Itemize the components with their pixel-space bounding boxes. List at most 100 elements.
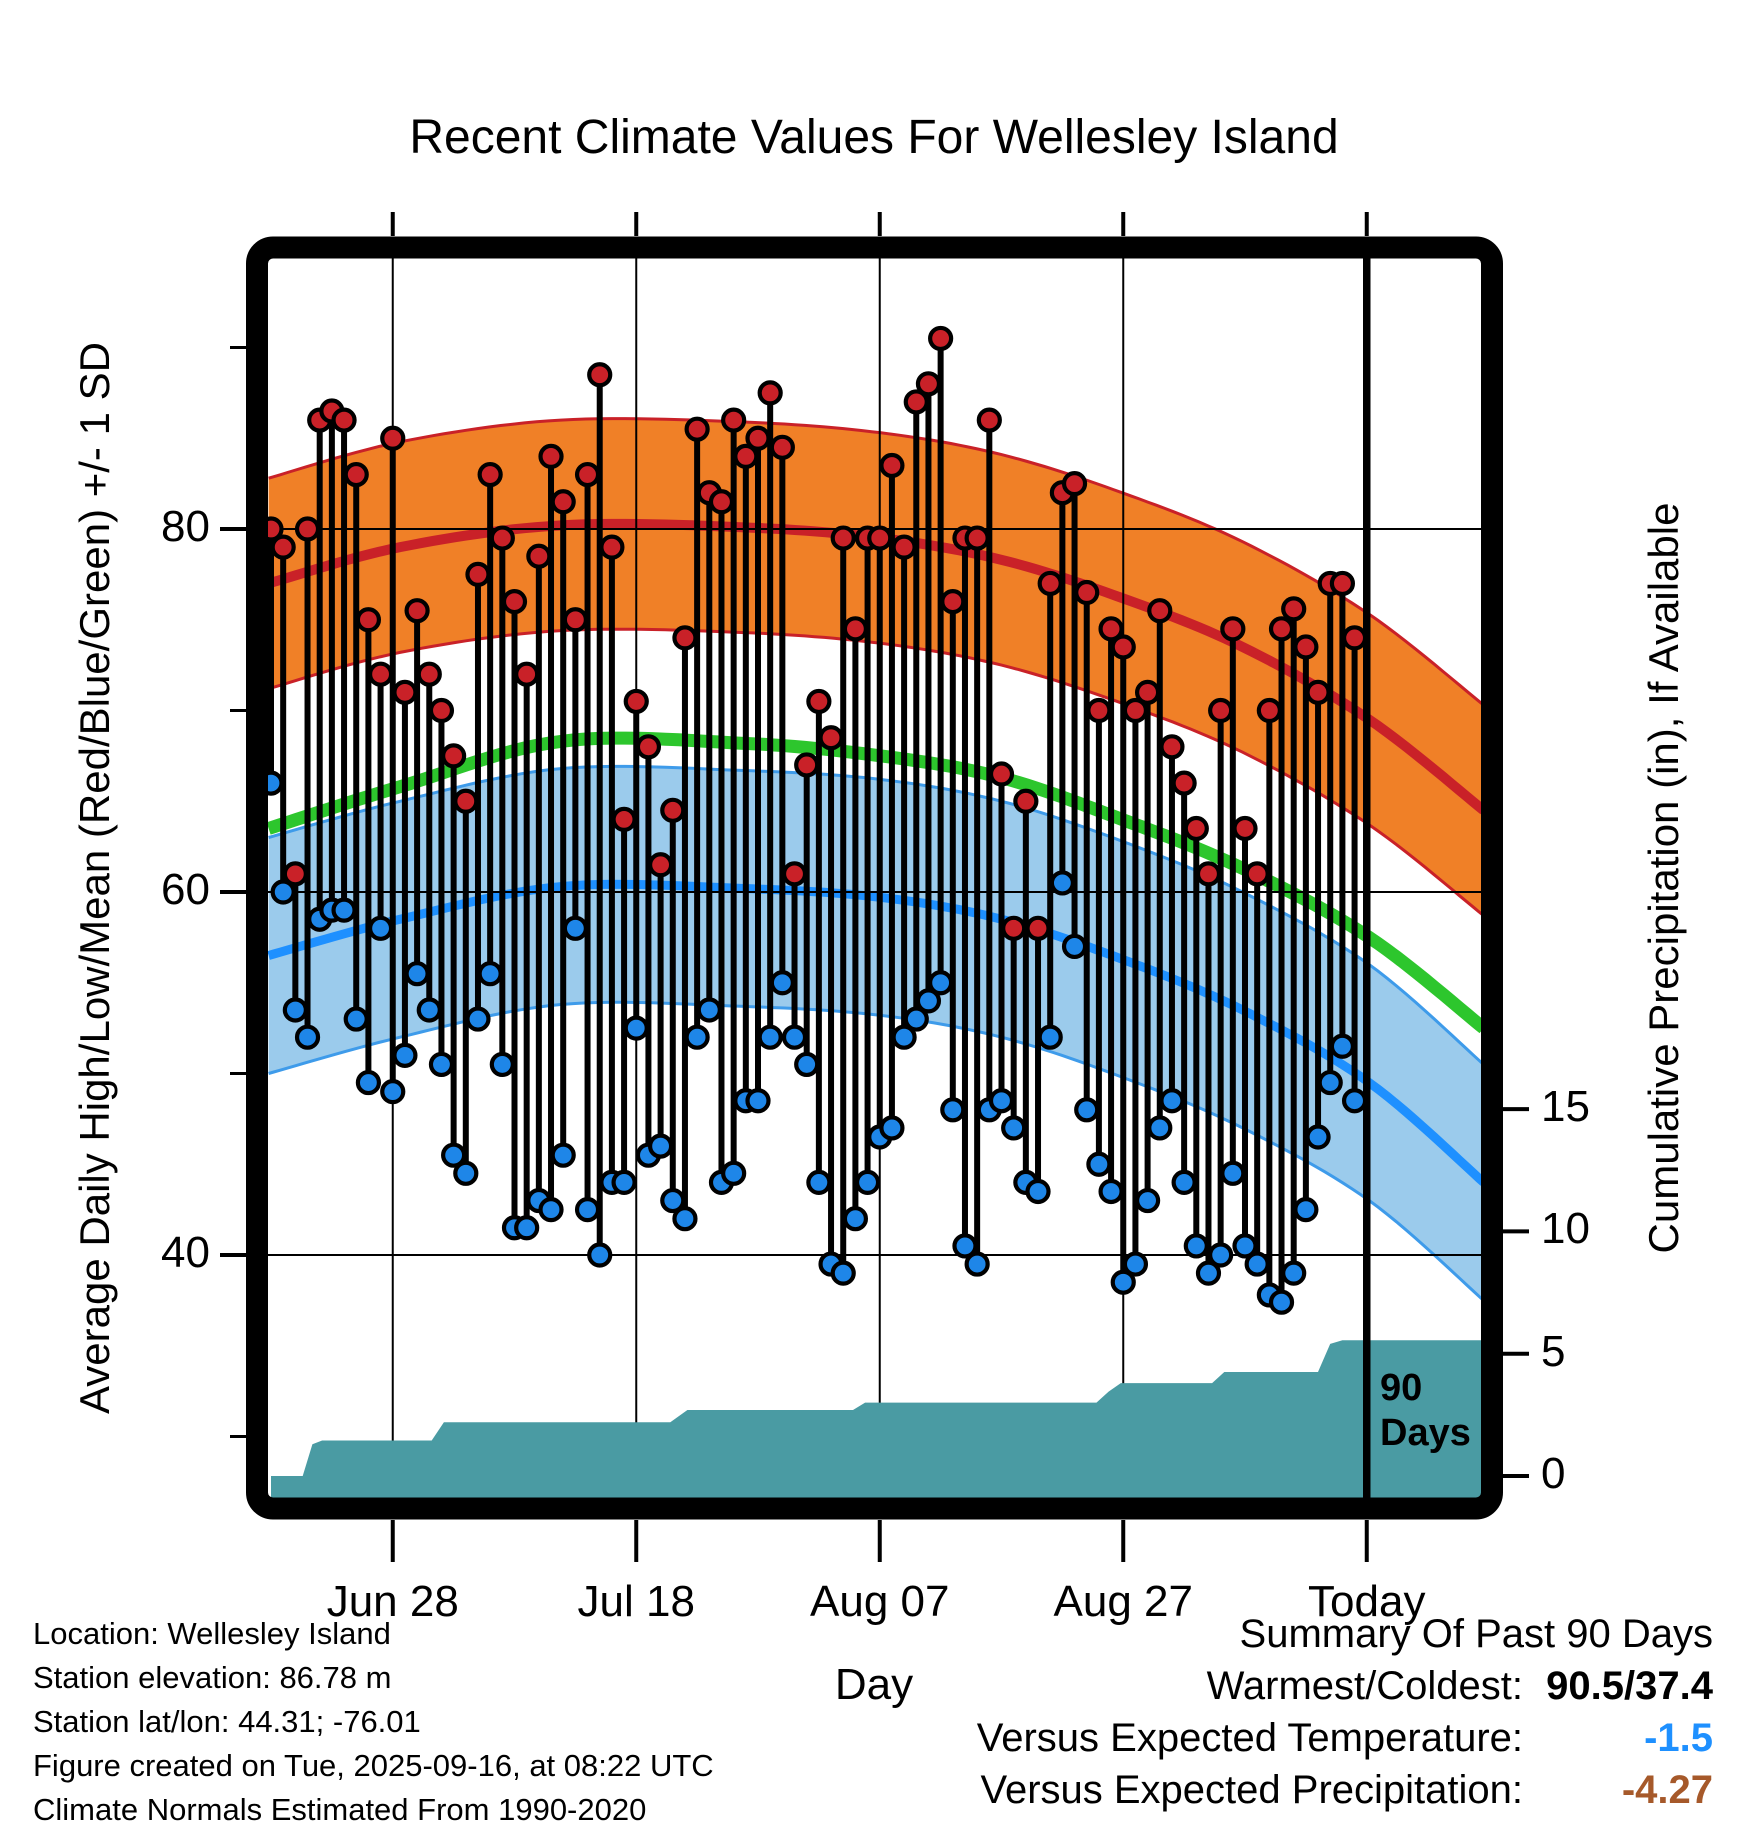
low-dot (1171, 1169, 1197, 1196)
x-tick-label: Aug 07 (810, 1577, 950, 1626)
low-dot (294, 1024, 321, 1050)
low-dot (404, 961, 430, 987)
high-dot (757, 380, 783, 406)
y-right-tick-label: 5 (1541, 1326, 1566, 1376)
low-dot (611, 1169, 637, 1196)
high-dot (587, 362, 613, 388)
low-dot (1329, 1033, 1356, 1059)
low-dot (1183, 1233, 1209, 1259)
low-dot (940, 1097, 966, 1123)
summary-panel: Summary Of Past 90 Days Warmest/Coldest:… (977, 1608, 1713, 1816)
high-dot (1256, 697, 1282, 724)
high-dot (794, 752, 820, 778)
low-dot (891, 1024, 917, 1050)
station-location: Location: Wellesley Island (33, 1616, 391, 1651)
high-dot (465, 561, 491, 587)
high-normal-band (268, 418, 1481, 914)
cumulative-precip-area (271, 1340, 1481, 1498)
x-tick-label: Jun 28 (326, 1577, 459, 1626)
climate-normals-note: Climate Normals Estimated From 1990-2020 (33, 1792, 647, 1827)
low-dot (1281, 1260, 1307, 1286)
high-dot (1074, 579, 1100, 606)
low-dot (392, 1042, 418, 1068)
low-dot (684, 1024, 710, 1050)
high-dot (647, 852, 674, 878)
high-dot (1329, 570, 1356, 597)
warmest-coldest-value: 90.5/37.4 (1546, 1664, 1713, 1708)
low-dot (1098, 1178, 1124, 1205)
low-dot (331, 897, 357, 923)
low-dot (781, 1024, 808, 1050)
x-tick-label: Aug 27 (1053, 1577, 1193, 1626)
high-dot (514, 661, 540, 687)
low-dot (672, 1206, 698, 1232)
low-dot (915, 988, 942, 1014)
low-dot (367, 915, 394, 941)
x-axis-label: Day (834, 1660, 914, 1709)
low-dot (1134, 1187, 1161, 1214)
ninety-days-line1: 90 (1380, 1367, 1423, 1409)
vs-expected-temp-value: -1.5 (1644, 1716, 1713, 1760)
high-dot (562, 607, 588, 633)
low-dot (647, 1133, 674, 1159)
y-right-tick-label: 10 (1541, 1204, 1590, 1254)
high-dot (270, 534, 296, 560)
high-dot (550, 489, 576, 515)
low-dot (745, 1088, 771, 1114)
high-dot (915, 371, 942, 397)
high-dot (1098, 616, 1124, 642)
low-dot (879, 1115, 905, 1141)
low-dot (903, 1006, 929, 1032)
summary-label: Versus Expected Temperature: (976, 1716, 1523, 1760)
y-right-tick-label: 0 (1541, 1449, 1566, 1498)
low-dot (623, 1015, 649, 1041)
high-dot (501, 588, 528, 615)
low-dot (1086, 1151, 1112, 1177)
high-dot (331, 407, 357, 433)
figure-created: Figure created on Tue, 2025-09-16, at 08… (33, 1748, 714, 1783)
high-dot (1147, 598, 1173, 624)
low-dot (550, 1142, 576, 1168)
low-dot (1001, 1115, 1027, 1141)
high-dot (988, 761, 1015, 787)
high-dot (453, 788, 479, 814)
high-dot (526, 543, 552, 569)
high-dot (294, 516, 321, 542)
low-dot (1244, 1251, 1270, 1277)
low-dot (562, 915, 588, 941)
y-right-axis-label: Cumulative Precipitation (in), If Availa… (1640, 502, 1687, 1254)
high-dot (769, 434, 795, 460)
y-right-tick-label: 15 (1541, 1082, 1590, 1132)
y-left-tick-label: 80 (161, 502, 210, 551)
low-dot (988, 1088, 1015, 1114)
high-dot (1110, 634, 1136, 660)
low-dot (1061, 933, 1088, 960)
low-dot (854, 1169, 881, 1196)
low-dot (1110, 1269, 1136, 1295)
high-dot (355, 607, 381, 633)
low-dot (842, 1206, 869, 1232)
y-left-tick-label: 60 (161, 865, 210, 914)
high-dot (1208, 697, 1234, 724)
low-dot (1305, 1124, 1331, 1150)
low-dot (428, 1051, 455, 1078)
low-dot (964, 1251, 990, 1277)
high-dot (268, 516, 284, 542)
station-info: Location: Wellesley Island Station eleva… (33, 1612, 714, 1828)
high-dot (441, 743, 467, 769)
summary-label: Warmest/Coldest: (1206, 1664, 1523, 1708)
high-dot (867, 525, 893, 551)
high-dot (818, 725, 844, 751)
high-dot (928, 325, 954, 352)
x-tick-label: Today (1308, 1577, 1426, 1626)
high-dot (282, 861, 308, 887)
low-dot (453, 1160, 479, 1186)
high-dot (1171, 770, 1197, 796)
low-dot (928, 970, 954, 996)
low-dot (343, 1006, 369, 1032)
low-dot (1208, 1242, 1234, 1268)
high-dot (830, 525, 856, 551)
high-dot (635, 734, 662, 760)
high-dot (1134, 679, 1161, 705)
summary-label: Versus Expected Precipitation: (980, 1768, 1523, 1812)
